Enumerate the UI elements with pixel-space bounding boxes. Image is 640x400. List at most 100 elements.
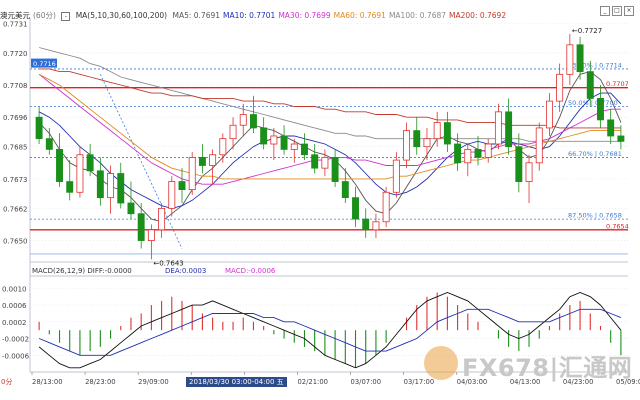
candle-body xyxy=(525,162,533,182)
ma-params: MA(5,10,30,60,100,200) xyxy=(75,11,168,20)
candle-body xyxy=(331,157,339,182)
watermark-brand: FX678 xyxy=(462,354,550,382)
candle-body xyxy=(474,148,482,158)
price-axis-label: 0.7696 xyxy=(3,114,28,122)
time-axis-label: 04/03:00 xyxy=(457,378,488,386)
candle-body xyxy=(597,98,604,121)
candle-body xyxy=(239,114,247,126)
time-axis-start-label: 0分 xyxy=(1,377,12,386)
candle-body xyxy=(158,207,166,231)
macd-axis-label: 0.0010 xyxy=(2,285,27,293)
ma-line-ma60 xyxy=(38,73,621,180)
macd-axis-label: 0.0002 xyxy=(2,319,27,327)
candle-body xyxy=(86,154,94,172)
candle-body xyxy=(127,202,135,215)
candle-body xyxy=(403,130,411,161)
fib-label: 50.0% | 0.7700 xyxy=(568,99,618,107)
candle-body xyxy=(372,221,380,231)
candle-body xyxy=(137,213,145,241)
candle-body xyxy=(249,114,257,129)
candle-body xyxy=(433,122,441,140)
macd-axis-label: -0.0002 xyxy=(2,336,29,344)
low-annotation: ←0.7643 xyxy=(153,259,183,267)
candle-body xyxy=(107,173,115,199)
price-axis-label: 0.7708 xyxy=(3,82,28,90)
maximize-icon[interactable]: □ xyxy=(612,6,622,16)
collapse-icon[interactable]: - xyxy=(61,12,71,21)
current-price-marker xyxy=(31,58,57,68)
candle-body xyxy=(270,135,278,145)
candle-body xyxy=(188,157,196,191)
candle-body xyxy=(341,181,349,199)
candle-body xyxy=(209,154,217,166)
candle-body xyxy=(576,44,584,73)
resistance-label: 0.7707 xyxy=(606,80,629,88)
crosshair-time-tooltip: 2018/03/30 03:00-04:00 五 xyxy=(186,377,287,387)
period-label: (60分) xyxy=(33,11,56,20)
ma-value-5: MA200: 0.7692 xyxy=(449,11,507,20)
candle-body xyxy=(352,197,359,220)
price-axis-label: 0.7673 xyxy=(3,176,28,184)
candle-body xyxy=(617,135,625,142)
candle-body xyxy=(607,119,615,137)
candle-body xyxy=(382,191,390,223)
window-controls[interactable]: _ □ × xyxy=(598,5,634,16)
macd-header-macd: MACD:-0.0006 xyxy=(225,267,276,275)
candle-body xyxy=(556,73,564,102)
symbol-name: 澳元美元 xyxy=(0,11,30,20)
time-axis-label: 03/17:00 xyxy=(404,378,435,386)
time-axis-label: 04/23:00 xyxy=(563,378,594,386)
candle-body xyxy=(56,148,63,182)
price-axis-label: 0.7650 xyxy=(3,238,28,246)
ma-value-2: MA30: 0.7699 xyxy=(278,11,331,20)
ma-values: MA5: 0.7691 MA10: 0.7701 MA30: 0.7699 MA60:… xyxy=(172,11,509,20)
candle-body xyxy=(454,143,462,164)
current-price-marker-text: 0.7716 xyxy=(33,60,56,68)
candle-body xyxy=(321,157,329,169)
watermark: FX678|汇通网 xyxy=(424,342,639,384)
candle-body xyxy=(96,170,104,199)
fib-label: 23.60% | 0.7714 xyxy=(568,61,622,69)
candle-body xyxy=(198,157,206,166)
price-axis-label: 0.7662 xyxy=(3,205,28,213)
candle-body xyxy=(311,154,319,169)
macd-axis-label: 0.0006 xyxy=(2,302,27,310)
candle-body xyxy=(464,148,472,164)
candle-body xyxy=(117,173,125,204)
fib-label: 87.50% | 0.7658 xyxy=(568,212,622,220)
candle-body xyxy=(392,159,400,193)
ma-value-0: MA5: 0.7691 xyxy=(172,11,221,20)
indicator-header: 澳元美元 (60分) - MA(5,10,30,60,100,200) MA5: … xyxy=(0,10,512,22)
time-axis-label: 02/21:00 xyxy=(297,378,328,386)
candle-body xyxy=(35,116,43,140)
candle-body xyxy=(66,181,74,193)
ma-line-ma5 xyxy=(38,71,622,223)
macd-header-dea: DEA:0.0003 xyxy=(165,267,206,275)
ma-value-3: MA60: 0.7691 xyxy=(333,11,386,20)
candle-body xyxy=(505,111,513,148)
close-icon[interactable]: × xyxy=(624,6,634,16)
candle-body xyxy=(219,138,227,156)
macd-axis-label: -0.0006 xyxy=(2,352,30,360)
macd-dea-line xyxy=(38,308,622,356)
candle-body xyxy=(413,130,421,148)
ma-line-ma10 xyxy=(38,92,622,209)
price-axis-label: 0.7720 xyxy=(3,50,28,58)
time-axis-label: 03/07:00 xyxy=(351,378,382,386)
candle-body xyxy=(301,143,308,156)
time-axis-label: 28/13:00 xyxy=(32,378,63,386)
candle-body xyxy=(260,127,268,145)
time-axis-label: 29/09:00 xyxy=(138,378,169,386)
resistance-label: 0.7654 xyxy=(606,222,629,230)
watermark-cn: 汇通网 xyxy=(558,354,633,382)
minimize-icon[interactable]: _ xyxy=(600,6,610,16)
ma-value-4: MA100: 0.7687 xyxy=(388,11,447,20)
candle-body xyxy=(76,154,84,193)
fib-label: 66.70% | 0.7681 xyxy=(568,150,622,158)
price-axis-label: 0.7731 xyxy=(3,20,28,28)
candle-body xyxy=(423,138,431,148)
macd-header-diff: MACD(26,12,9) DIFF:-0.0000 xyxy=(32,267,132,275)
candle-body xyxy=(178,181,186,191)
ma-line-ma30 xyxy=(38,73,621,185)
